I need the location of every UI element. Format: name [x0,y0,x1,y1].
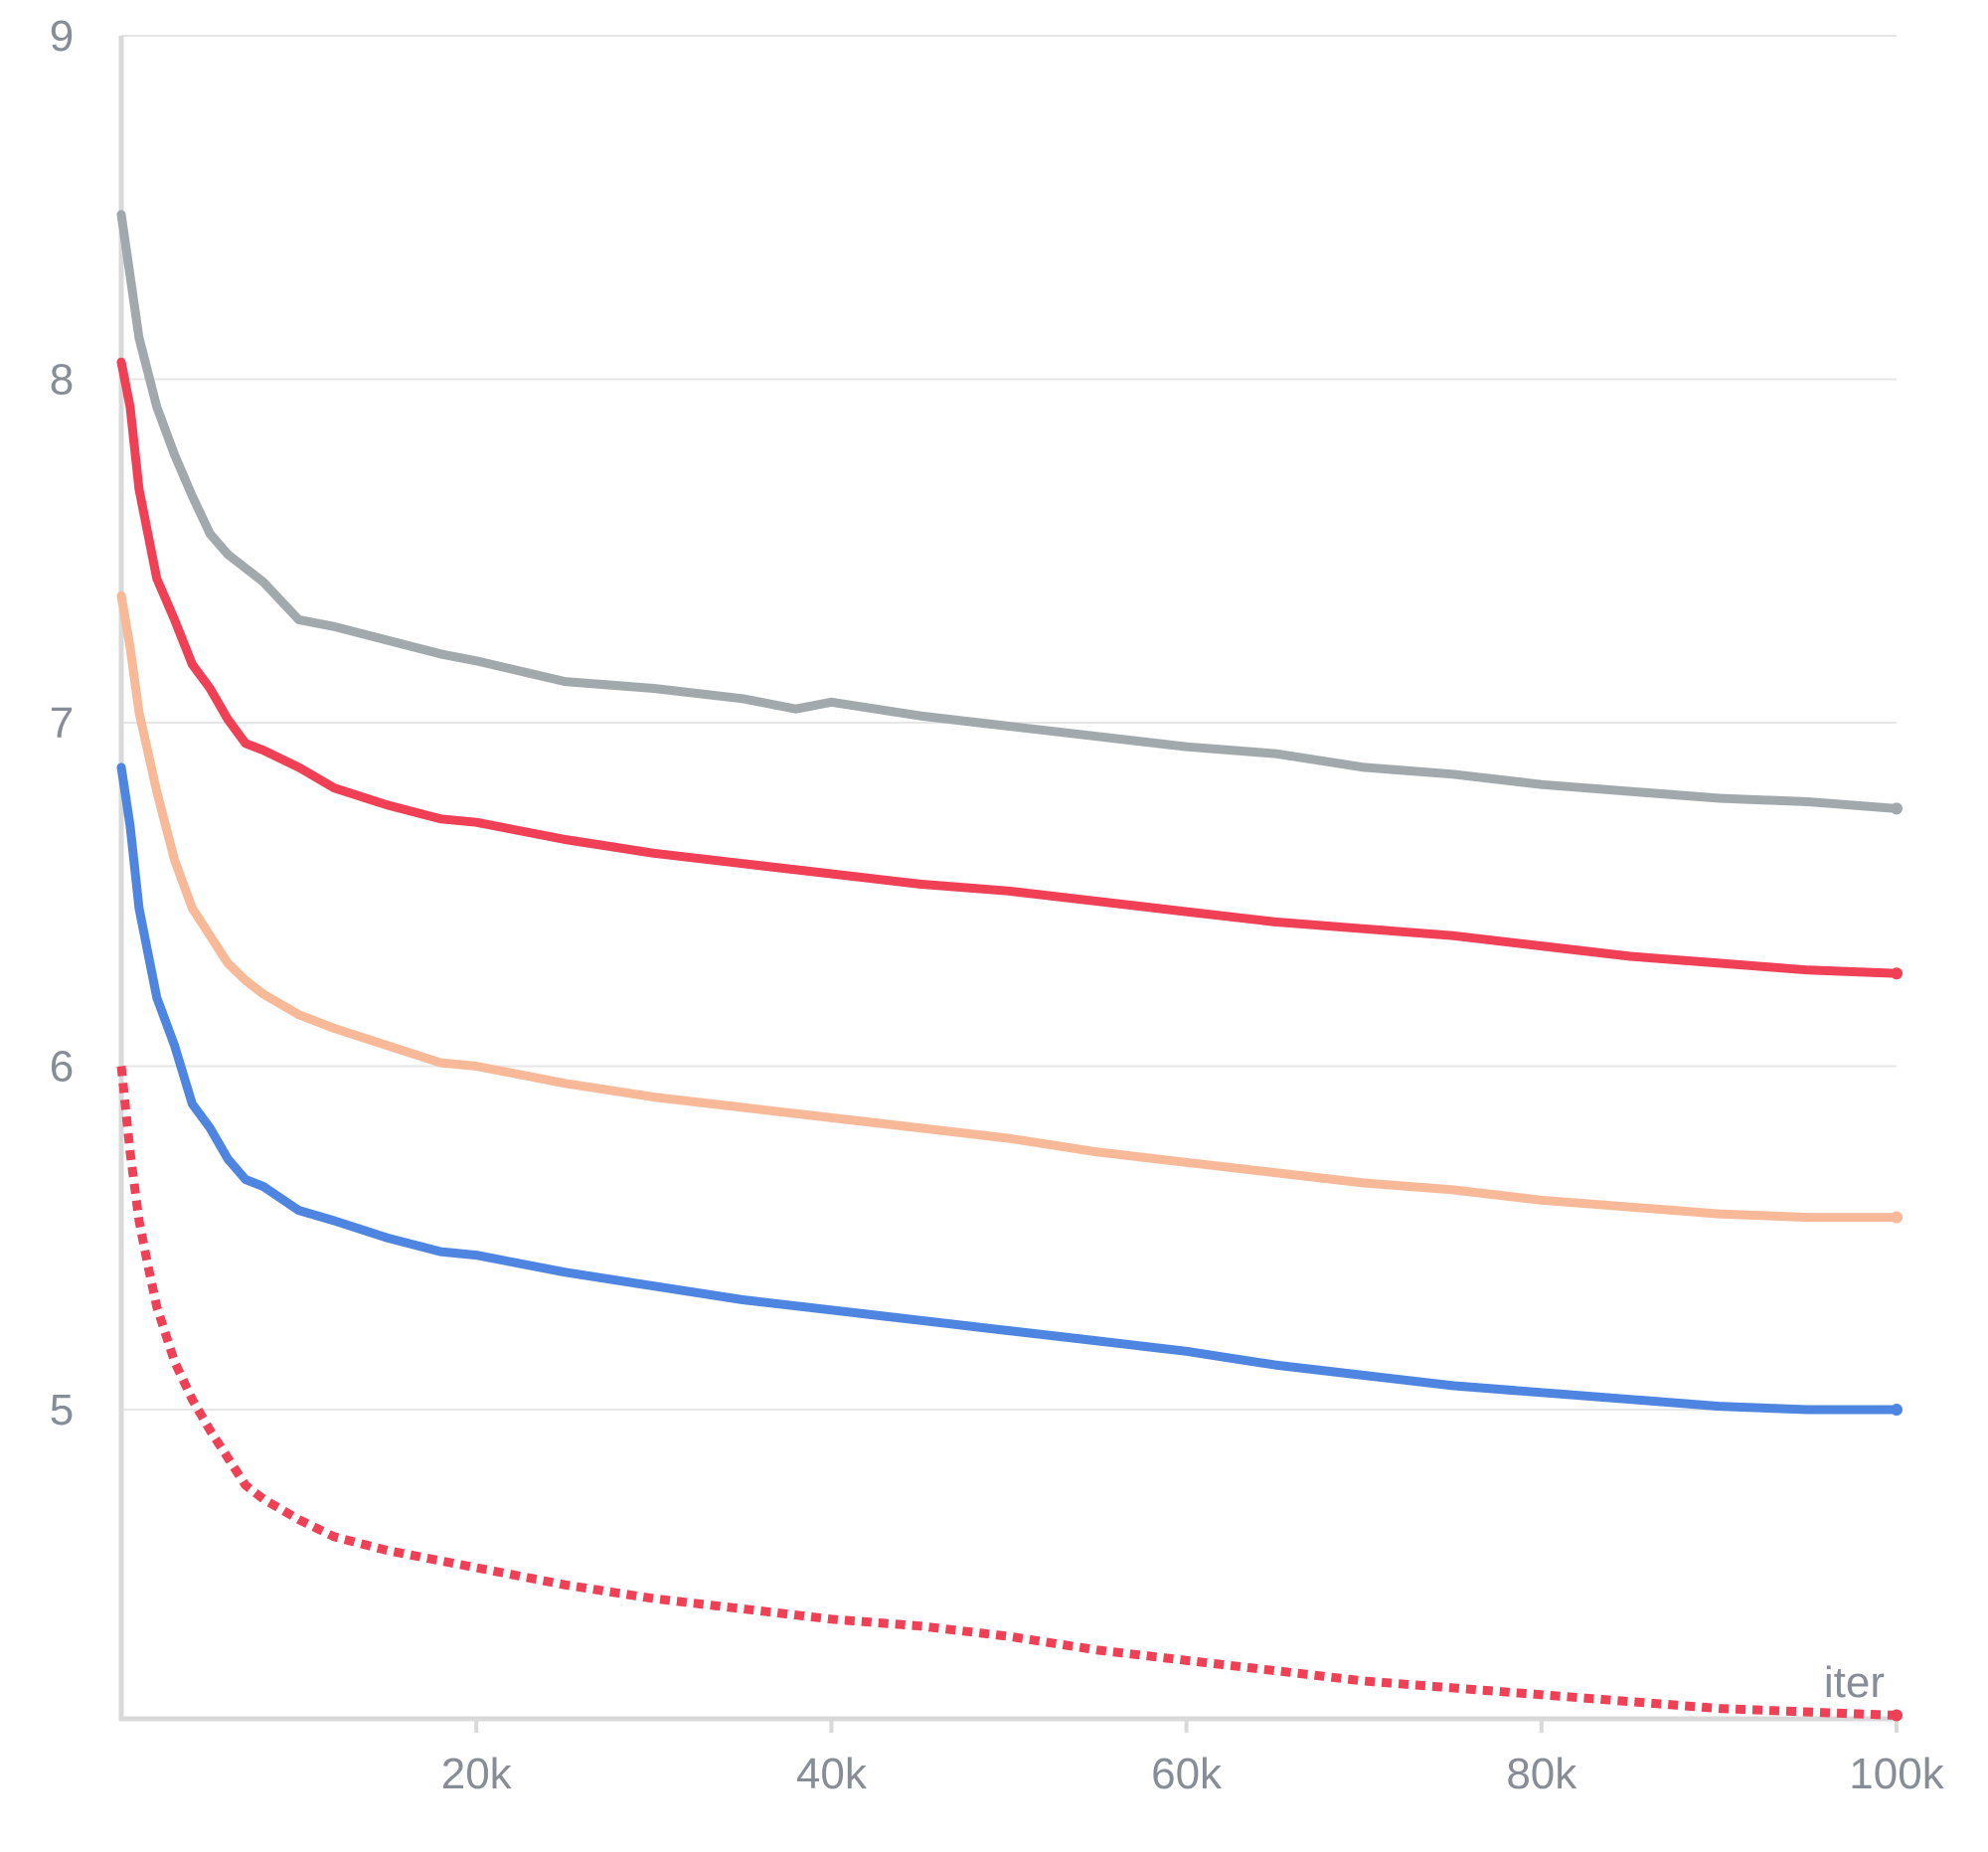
series-end-point-5 [1891,1709,1903,1722]
y-tick-label: 5 [50,1386,74,1434]
series-end-point-1 [1891,802,1903,815]
series-line-3 [116,590,1902,1223]
y-tick-label: 9 [50,12,74,61]
series-line-4 [116,762,1902,1415]
y-tick-label: 6 [50,1043,74,1092]
x-tick-label: 20k [441,1750,513,1798]
x-tick-label: 100k [1849,1750,1944,1798]
series-line-2 [116,357,1902,978]
x-axis-label: iter [1824,1658,1885,1707]
x-axis-ticks: 20k 40k 60k 80k 100k [441,1719,1945,1798]
series-end-point-4 [1891,1404,1903,1417]
y-tick-label: 8 [50,356,74,405]
series-layer [116,210,1903,1722]
series-line-5 [116,1066,1898,1720]
series-end-point-2 [1891,967,1903,980]
y-tick-label: 7 [50,699,74,748]
x-tick-label: 80k [1506,1750,1577,1798]
series-line-1 [116,210,1902,813]
x-tick-label: 40k [796,1750,868,1798]
x-tick-label: 60k [1151,1750,1223,1798]
y-axis-ticks: 5 6 7 8 9 [50,12,74,1434]
series-end-point-3 [1891,1211,1903,1224]
